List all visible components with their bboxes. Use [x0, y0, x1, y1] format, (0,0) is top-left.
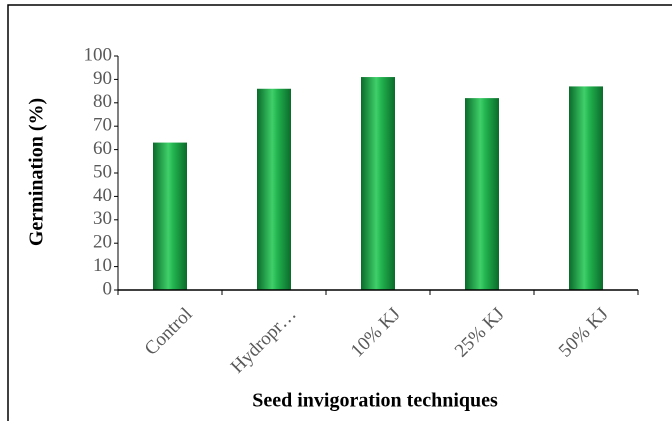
- y-tick-label: 100: [84, 44, 113, 65]
- bar: [465, 98, 499, 291]
- bar: [257, 88, 291, 290]
- x-axis-label: Seed invigoration techniques: [252, 390, 498, 412]
- y-tick-label: 20: [93, 232, 112, 253]
- x-tick-label: Control: [141, 304, 197, 360]
- bar: [153, 142, 187, 290]
- y-tick-label: 70: [93, 115, 112, 136]
- y-tick-label: 10: [93, 255, 112, 276]
- frame: [7, 4, 672, 421]
- y-tick-label: 90: [93, 68, 112, 89]
- y-tick-label: 50: [93, 161, 112, 182]
- y-tick-label: 60: [93, 138, 112, 159]
- x-tick-label: 10% KJ: [347, 304, 405, 362]
- x-tick-label: Hydropr…: [227, 304, 301, 378]
- x-tick-label: 50% KJ: [555, 304, 613, 362]
- y-axis-label: Germination (%): [26, 98, 48, 246]
- y-tick-label: 0: [103, 278, 113, 299]
- y-tick-label: 40: [93, 185, 112, 206]
- bar: [569, 86, 603, 290]
- bar: [361, 77, 395, 290]
- y-tick-label: 80: [93, 91, 112, 112]
- x-tick-label: 25% KJ: [451, 304, 509, 362]
- y-tick-label: 30: [93, 208, 112, 229]
